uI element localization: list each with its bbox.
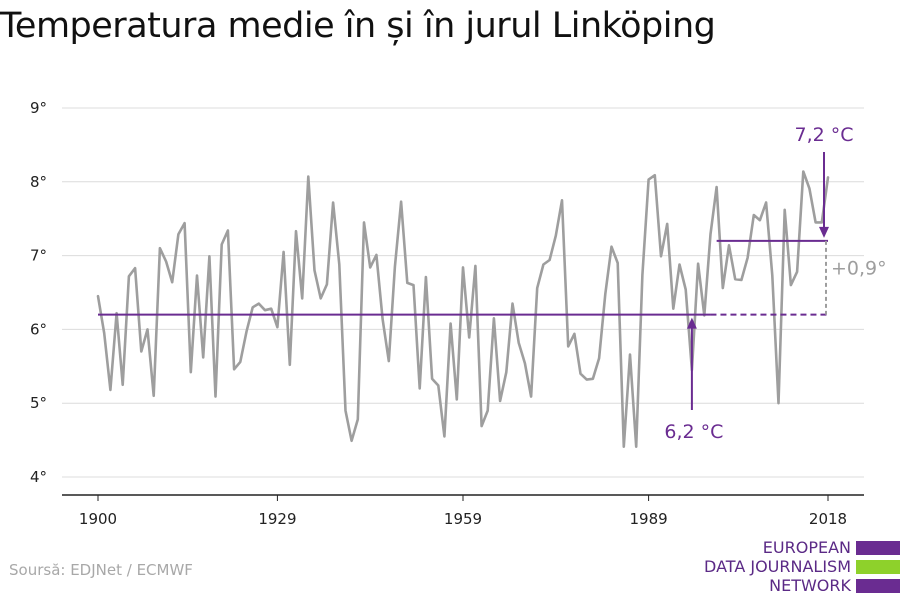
y-tick-8: 8° — [30, 173, 47, 191]
recent-label: 7,2 °C — [794, 124, 853, 146]
source-credit: Soursă: EDJNet / ECMWF — [9, 561, 193, 579]
y-tick-4: 4° — [30, 468, 47, 486]
y-tick-7: 7° — [30, 247, 47, 265]
x-tick-1929: 1929 — [258, 510, 296, 528]
logo-line-2: DATA JOURNALISM — [704, 557, 851, 576]
baseline-arrow-head — [686, 317, 697, 329]
series-line-0 — [96, 170, 830, 449]
logo-bar-bottom — [856, 579, 900, 593]
edjnet-logo: EUROPEAN DATA JOURNALISM NETWORK — [700, 538, 900, 596]
recent-arrow-head — [819, 226, 829, 238]
annotations: +0,9° 6,2 °C 7,2 °C — [98, 124, 887, 443]
x-axis — [62, 494, 864, 501]
x-tick-labels: 1900 1929 1959 1989 2018 — [79, 510, 847, 528]
baseline-label: 6,2 °C — [664, 421, 723, 443]
y-tick-5: 5° — [30, 394, 47, 412]
grid-lines — [62, 107, 864, 478]
logo-bar-top — [856, 541, 900, 555]
x-tick-1959: 1959 — [444, 510, 482, 528]
x-tick-1900: 1900 — [79, 510, 117, 528]
difference-label: +0,9° — [831, 258, 887, 280]
logo-bar-middle — [856, 560, 900, 574]
logo-line-3: NETWORK — [769, 576, 851, 595]
y-tick-6: 6° — [30, 320, 47, 338]
x-tick-1989: 1989 — [629, 510, 667, 528]
page-title: Temperatura medie în și în jurul Linköpi… — [0, 6, 716, 46]
x-tick-2018: 2018 — [809, 510, 847, 528]
logo-line-1: EUROPEAN — [762, 538, 851, 557]
y-tick-9: 9° — [30, 99, 47, 117]
temperature-series — [96, 170, 830, 449]
y-tick-labels: 4° 5° 6° 7° 8° 9° — [30, 99, 47, 486]
